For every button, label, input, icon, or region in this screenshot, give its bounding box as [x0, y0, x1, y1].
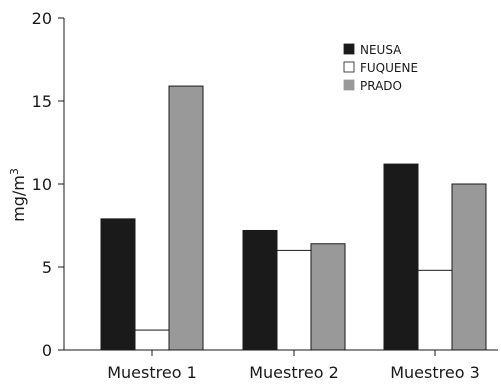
x-ticks: Muestreo 1 Muestreo 2 Muestreo 3	[107, 350, 480, 382]
y-tick-label: 20	[32, 9, 52, 28]
bars	[100, 85, 487, 351]
bar-prado-1	[168, 85, 204, 351]
legend-swatch-neusa	[343, 43, 355, 55]
legend: NEUSA FUQUENE PRADO	[343, 43, 418, 93]
x-axis: Muestreo 1 Muestreo 2 Muestreo 3	[64, 349, 498, 382]
y-axis-title: mg/m3	[8, 168, 29, 222]
bar-prado-3	[451, 183, 487, 351]
bar-neusa-1	[100, 218, 136, 351]
bar-neusa-3	[383, 163, 419, 351]
bar-fuquene-2	[276, 249, 312, 351]
bar-prado-2	[310, 243, 346, 351]
legend-label-fuquene: FUQUENE	[360, 61, 418, 75]
x-tick-label: Muestreo 3	[390, 363, 480, 382]
y-tick-label: 10	[32, 175, 52, 194]
bar-fuquene-3	[417, 269, 453, 351]
x-tick-label: Muestreo 1	[107, 363, 197, 382]
legend-swatch-fuquene	[343, 61, 355, 73]
y-tick-label: 5	[42, 258, 52, 277]
y-axis: 0 5 10 15 20	[32, 9, 65, 360]
legend-label-neusa: NEUSA	[360, 43, 402, 57]
legend-swatch-prado	[343, 79, 355, 91]
x-tick-label: Muestreo 2	[249, 363, 339, 382]
legend-label-prado: PRADO	[360, 79, 402, 93]
y-ticks: 0 5 10 15 20	[32, 9, 64, 360]
y-axis-title-sup: 3	[8, 168, 21, 175]
y-tick-label: 15	[32, 92, 52, 111]
y-tick-label: 0	[42, 341, 52, 360]
y-axis-title-base: mg/m	[9, 175, 28, 222]
bar-fuquene-1	[134, 329, 170, 351]
bar-neusa-2	[242, 229, 278, 351]
